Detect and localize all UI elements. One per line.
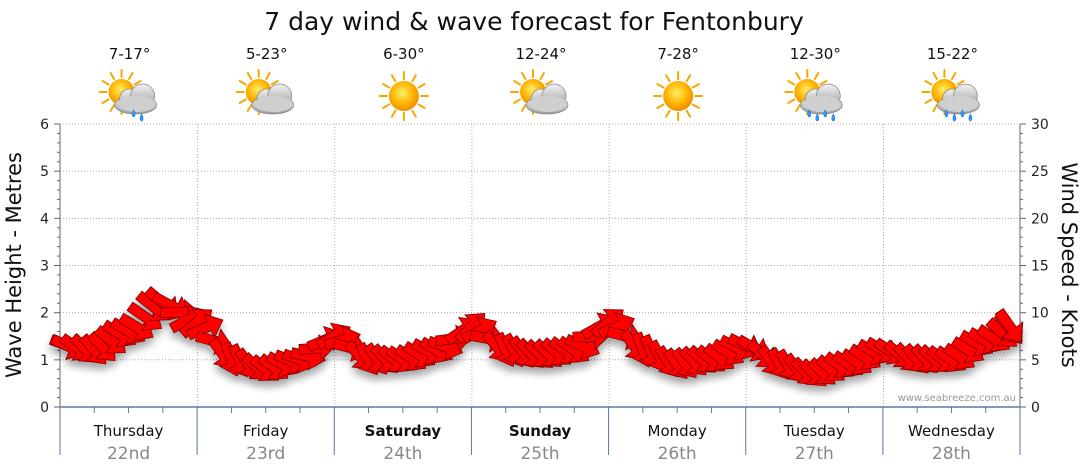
left-tick-label: 6 bbox=[40, 117, 49, 133]
day-date-label: 25th bbox=[520, 444, 559, 464]
left-tick-label: 3 bbox=[40, 259, 49, 275]
sun-cloud-heavy-rain-icon bbox=[921, 69, 980, 122]
left-tick-label: 1 bbox=[40, 353, 49, 369]
right-tick-label: 10 bbox=[1031, 306, 1049, 322]
day-name-label: Wednesday bbox=[908, 422, 995, 440]
day-name-label: Sunday bbox=[509, 422, 572, 440]
chart-title: 7 day wind & wave forecast for Fentonbur… bbox=[264, 7, 804, 36]
right-tick-label: 25 bbox=[1031, 164, 1049, 180]
day-name-label: Tuesday bbox=[783, 422, 845, 440]
sun-icon bbox=[378, 71, 429, 121]
left-tick-label: 4 bbox=[40, 211, 49, 227]
day-name-label: Monday bbox=[648, 422, 707, 440]
day-name-label: Thursday bbox=[93, 422, 164, 440]
temperature-label: 15-22° bbox=[927, 45, 978, 63]
left-tick-label: 0 bbox=[40, 400, 49, 416]
wind-arrow bbox=[117, 312, 154, 342]
temperature-label: 6-30° bbox=[383, 45, 425, 63]
sun-icon bbox=[653, 71, 704, 121]
wind-arrow bbox=[185, 313, 224, 341]
day-date-label: 22nd bbox=[107, 444, 150, 464]
temperature-label: 12-30° bbox=[790, 45, 841, 63]
sun-cloud-icon bbox=[510, 69, 569, 115]
right-axis-label: Wind Speed - Knots bbox=[1057, 162, 1080, 367]
wind-arrow bbox=[126, 301, 162, 331]
sun-cloud-heavy-rain-icon bbox=[784, 69, 843, 122]
left-axis-label: Wave Height - Metres bbox=[2, 152, 26, 378]
wind-arrow bbox=[994, 307, 1024, 343]
left-tick-label: 2 bbox=[40, 306, 49, 322]
temperature-label: 7-28° bbox=[657, 45, 699, 63]
temperature-label: 12-24° bbox=[515, 45, 566, 63]
day-date-label: 28th bbox=[932, 444, 971, 464]
right-tick-label: 30 bbox=[1031, 117, 1049, 133]
left-tick-label: 5 bbox=[40, 164, 49, 180]
day-name-label: Friday bbox=[243, 422, 289, 440]
right-tick-label: 5 bbox=[1031, 353, 1040, 369]
sun-cloud-icon bbox=[235, 69, 295, 115]
day-date-label: 27th bbox=[795, 444, 834, 464]
right-tick-label: 15 bbox=[1031, 259, 1049, 275]
day-date-label: 24th bbox=[383, 444, 422, 464]
day-name-label: Saturday bbox=[365, 422, 442, 440]
temperature-label: 5-23° bbox=[246, 45, 288, 63]
right-tick-label: 0 bbox=[1031, 400, 1040, 416]
temperature-label: 7-17° bbox=[109, 45, 151, 63]
watermark: www.seabreeze.com.au bbox=[898, 393, 1016, 404]
right-tick-label: 20 bbox=[1031, 211, 1049, 227]
day-date-label: 23rd bbox=[246, 444, 285, 464]
sun-cloud-rain-icon bbox=[98, 69, 157, 122]
day-date-label: 26th bbox=[658, 444, 697, 464]
